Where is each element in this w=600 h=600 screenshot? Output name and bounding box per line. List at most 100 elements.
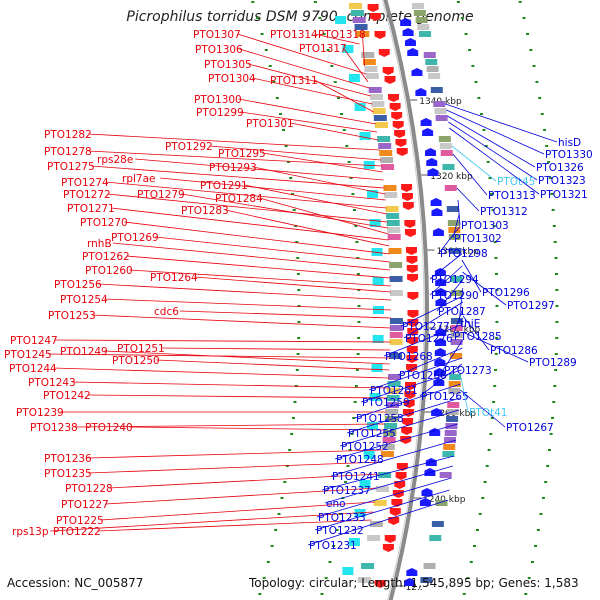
gene-label-forward[interactable]: PTO1282 [44, 129, 92, 141]
gene-label-forward[interactable]: PTO1318 [318, 29, 366, 41]
gene-label-forward[interactable]: PTO1270 [80, 217, 128, 229]
gene-label-forward[interactable]: rnhB [87, 238, 112, 250]
gene-label-forward[interactable]: PTO1249 [60, 346, 108, 358]
gene-label-forward[interactable]: PTO1256 [54, 279, 102, 291]
gene-label-forward[interactable]: PTO1271 [67, 203, 115, 215]
gene-label-reverse[interactable]: PTO1273 [444, 365, 492, 377]
gene-label-forward[interactable]: rpl7ae [122, 173, 155, 185]
gene-label-forward[interactable]: rps28e [97, 154, 133, 166]
gene-arrow-forward [401, 193, 413, 201]
gene-label-forward[interactable]: PTO1317 [299, 43, 347, 55]
gene-label-forward[interactable]: PTO1242 [43, 390, 91, 402]
leader-line-forward [156, 359, 390, 371]
gene-label-reverse[interactable]: PTO1313 [488, 190, 536, 202]
gene-label-forward[interactable]: PTO1239 [16, 407, 64, 419]
gene-label-reverse[interactable]: PTO1266 [399, 370, 447, 382]
gene-label-forward[interactable]: PTO1283 [181, 205, 229, 217]
gene-label-forward[interactable]: PTO1311 [270, 75, 318, 87]
gene-label-reverse[interactable]: PTO1261 [370, 385, 418, 397]
gene-label-forward[interactable]: PTO1225 [56, 515, 104, 527]
dot-ring-outer-right [535, 81, 539, 83]
gene-label-reverse[interactable]: PTO1290 [431, 290, 479, 302]
gene-label-forward[interactable]: PTO1236 [44, 453, 92, 465]
gene-label-reverse[interactable]: PTO1312 [480, 206, 528, 218]
gene-label-forward[interactable]: PTO1279 [137, 189, 185, 201]
gene-label-forward[interactable]: PTO1292 [165, 141, 213, 153]
gene-label-reverse[interactable]: PTO1268 [385, 351, 433, 363]
gene-label-reverse[interactable]: PTO1277 [402, 321, 450, 333]
gene-label-reverse[interactable]: PTO1294 [431, 274, 479, 286]
gene-label-forward[interactable]: PTO1269 [111, 232, 159, 244]
gene-label-reverse[interactable]: PTO1233 [318, 512, 366, 524]
gene-label-reverse[interactable]: PTO1265 [421, 391, 469, 403]
gene-label-reverse[interactable]: hisD [558, 137, 581, 149]
gene-label-forward[interactable]: PTO1247 [10, 335, 58, 347]
gene-label-reverse[interactable]: PTO1302 [454, 233, 502, 245]
gene-label-forward[interactable]: PTO1235 [44, 468, 92, 480]
gene-label-forward[interactable]: PTO1306 [195, 44, 243, 56]
feature-block-forward [389, 325, 403, 331]
gene-label-forward[interactable]: PTO1274 [61, 177, 109, 189]
gene-label-forward[interactable]: PTO1228 [65, 483, 113, 495]
gene-label-forward[interactable]: PTO1243 [28, 377, 76, 389]
gene-label-forward[interactable]: PTO1295 [218, 148, 266, 160]
gene-label-reverse[interactable]: thiE [460, 318, 480, 330]
gene-label-forward[interactable]: PTO1299 [196, 107, 244, 119]
gene-label-reverse[interactable]: PTO1248 [336, 454, 384, 466]
gene-label-reverse[interactable]: PTO1258 [356, 413, 404, 425]
gene-label-forward[interactable]: PTO1244 [9, 363, 57, 375]
gene-label-forward[interactable]: cdc6 [154, 306, 179, 318]
gene-label-reverse[interactable]: PTO1323 [538, 175, 586, 187]
gene-label-forward[interactable]: PTO1291 [200, 180, 248, 192]
gene-label-reverse[interactable]: PTO1286 [490, 345, 538, 357]
gene-label-reverse[interactable]: eno [326, 498, 346, 510]
gene-label-reverse[interactable]: PTO1255 [348, 428, 396, 440]
gene-label-reverse[interactable]: PTO1237 [323, 485, 371, 497]
gene-label-reverse[interactable]: PTO1296 [482, 287, 530, 299]
gene-label-forward[interactable]: PTO1284 [215, 193, 263, 205]
gene-label-reverse[interactable]: PTO1285 [454, 331, 502, 343]
gene-label-forward[interactable]: PTO1254 [60, 294, 108, 306]
rna-label[interactable]: PTOt45 [497, 176, 536, 188]
gene-label-forward[interactable]: rps13p [12, 526, 49, 538]
gene-label-forward[interactable]: PTO1314 [270, 29, 318, 41]
dot-ring-outer-left [281, 129, 285, 131]
gene-label-reverse[interactable]: PTO1259 [362, 397, 410, 409]
gene-label-forward[interactable]: PTO1260 [85, 265, 133, 277]
gene-arrow-forward [396, 463, 408, 471]
gene-label-forward[interactable]: PTO1264 [150, 272, 198, 284]
dot-ring-inner-left [352, 417, 356, 419]
gene-label-forward[interactable]: PTO1222 [53, 526, 101, 538]
gene-label-reverse[interactable]: PTO1276 [405, 333, 453, 345]
gene-label-forward[interactable]: PTO1253 [48, 310, 96, 322]
gene-label-reverse[interactable]: PTO1231 [309, 540, 357, 552]
gene-label-forward[interactable]: PTO1227 [61, 499, 109, 511]
gene-label-reverse[interactable]: PTO1297 [507, 300, 555, 312]
gene-label-reverse[interactable]: PTO1232 [316, 525, 364, 537]
gene-label-forward[interactable]: PTO1301 [246, 118, 294, 130]
gene-label-forward[interactable]: PTO1300 [194, 94, 242, 106]
gene-label-reverse[interactable]: PTO1330 [545, 149, 593, 161]
gene-label-reverse[interactable]: PTO1289 [529, 357, 577, 369]
gene-label-reverse[interactable]: PTO1267 [506, 422, 554, 434]
gene-label-reverse[interactable]: PTO1241 [332, 471, 380, 483]
gene-label-forward[interactable]: PTO1305 [204, 59, 252, 71]
gene-label-forward[interactable]: PTO1245 [4, 349, 52, 361]
gene-label-forward[interactable]: PTO1240 [85, 422, 133, 434]
dot-ring-outer-left [274, 529, 278, 531]
gene-label-forward[interactable]: PTO1275 [47, 161, 95, 173]
gene-label-forward[interactable]: PTO1272 [63, 189, 111, 201]
gene-label-forward[interactable]: PTO1250 [112, 355, 160, 367]
gene-label-forward[interactable]: PTO1262 [82, 251, 130, 263]
gene-label-forward[interactable]: PTO1278 [44, 146, 92, 158]
gene-label-forward[interactable]: PTO1238 [30, 422, 78, 434]
gene-label-reverse[interactable]: PTO1298 [440, 248, 488, 260]
gene-label-reverse[interactable]: PTO1303 [461, 220, 509, 232]
gene-label-forward[interactable]: PTO1304 [208, 73, 256, 85]
gene-arrow-forward [374, 580, 386, 588]
gene-label-forward[interactable]: PTO1307 [193, 29, 241, 41]
gene-label-forward[interactable]: PTO1293 [209, 162, 257, 174]
gene-label-reverse[interactable]: PTO1252 [341, 441, 389, 453]
gene-label-reverse[interactable]: PTO1321 [540, 189, 588, 201]
gene-label-reverse[interactable]: PTO1326 [536, 162, 584, 174]
